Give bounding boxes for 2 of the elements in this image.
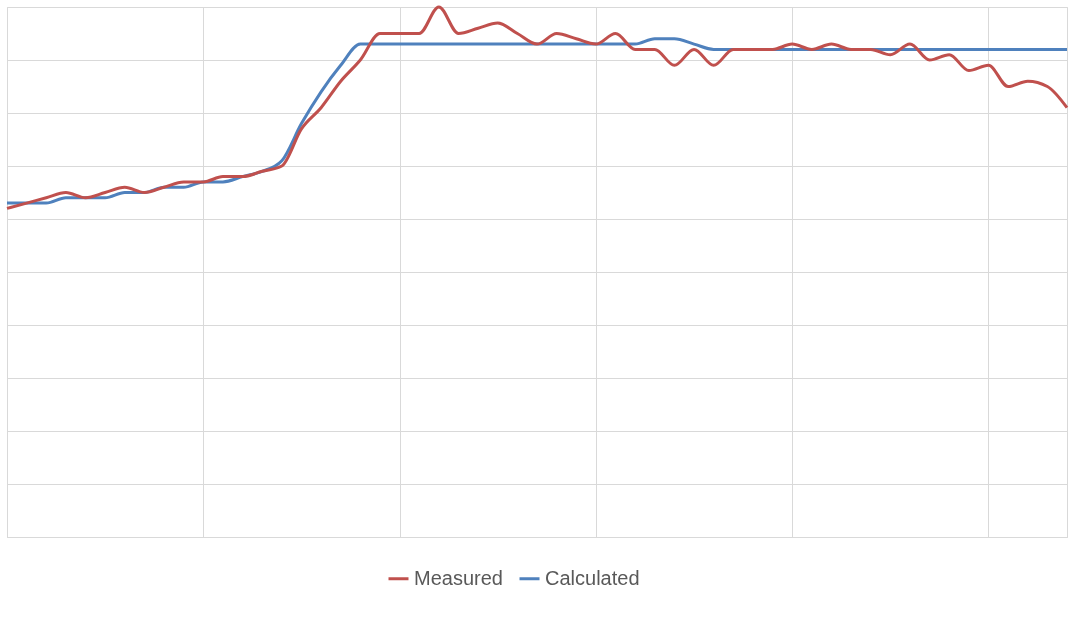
legend-label: Measured xyxy=(414,566,503,589)
legend-label: Calculated xyxy=(545,566,640,589)
